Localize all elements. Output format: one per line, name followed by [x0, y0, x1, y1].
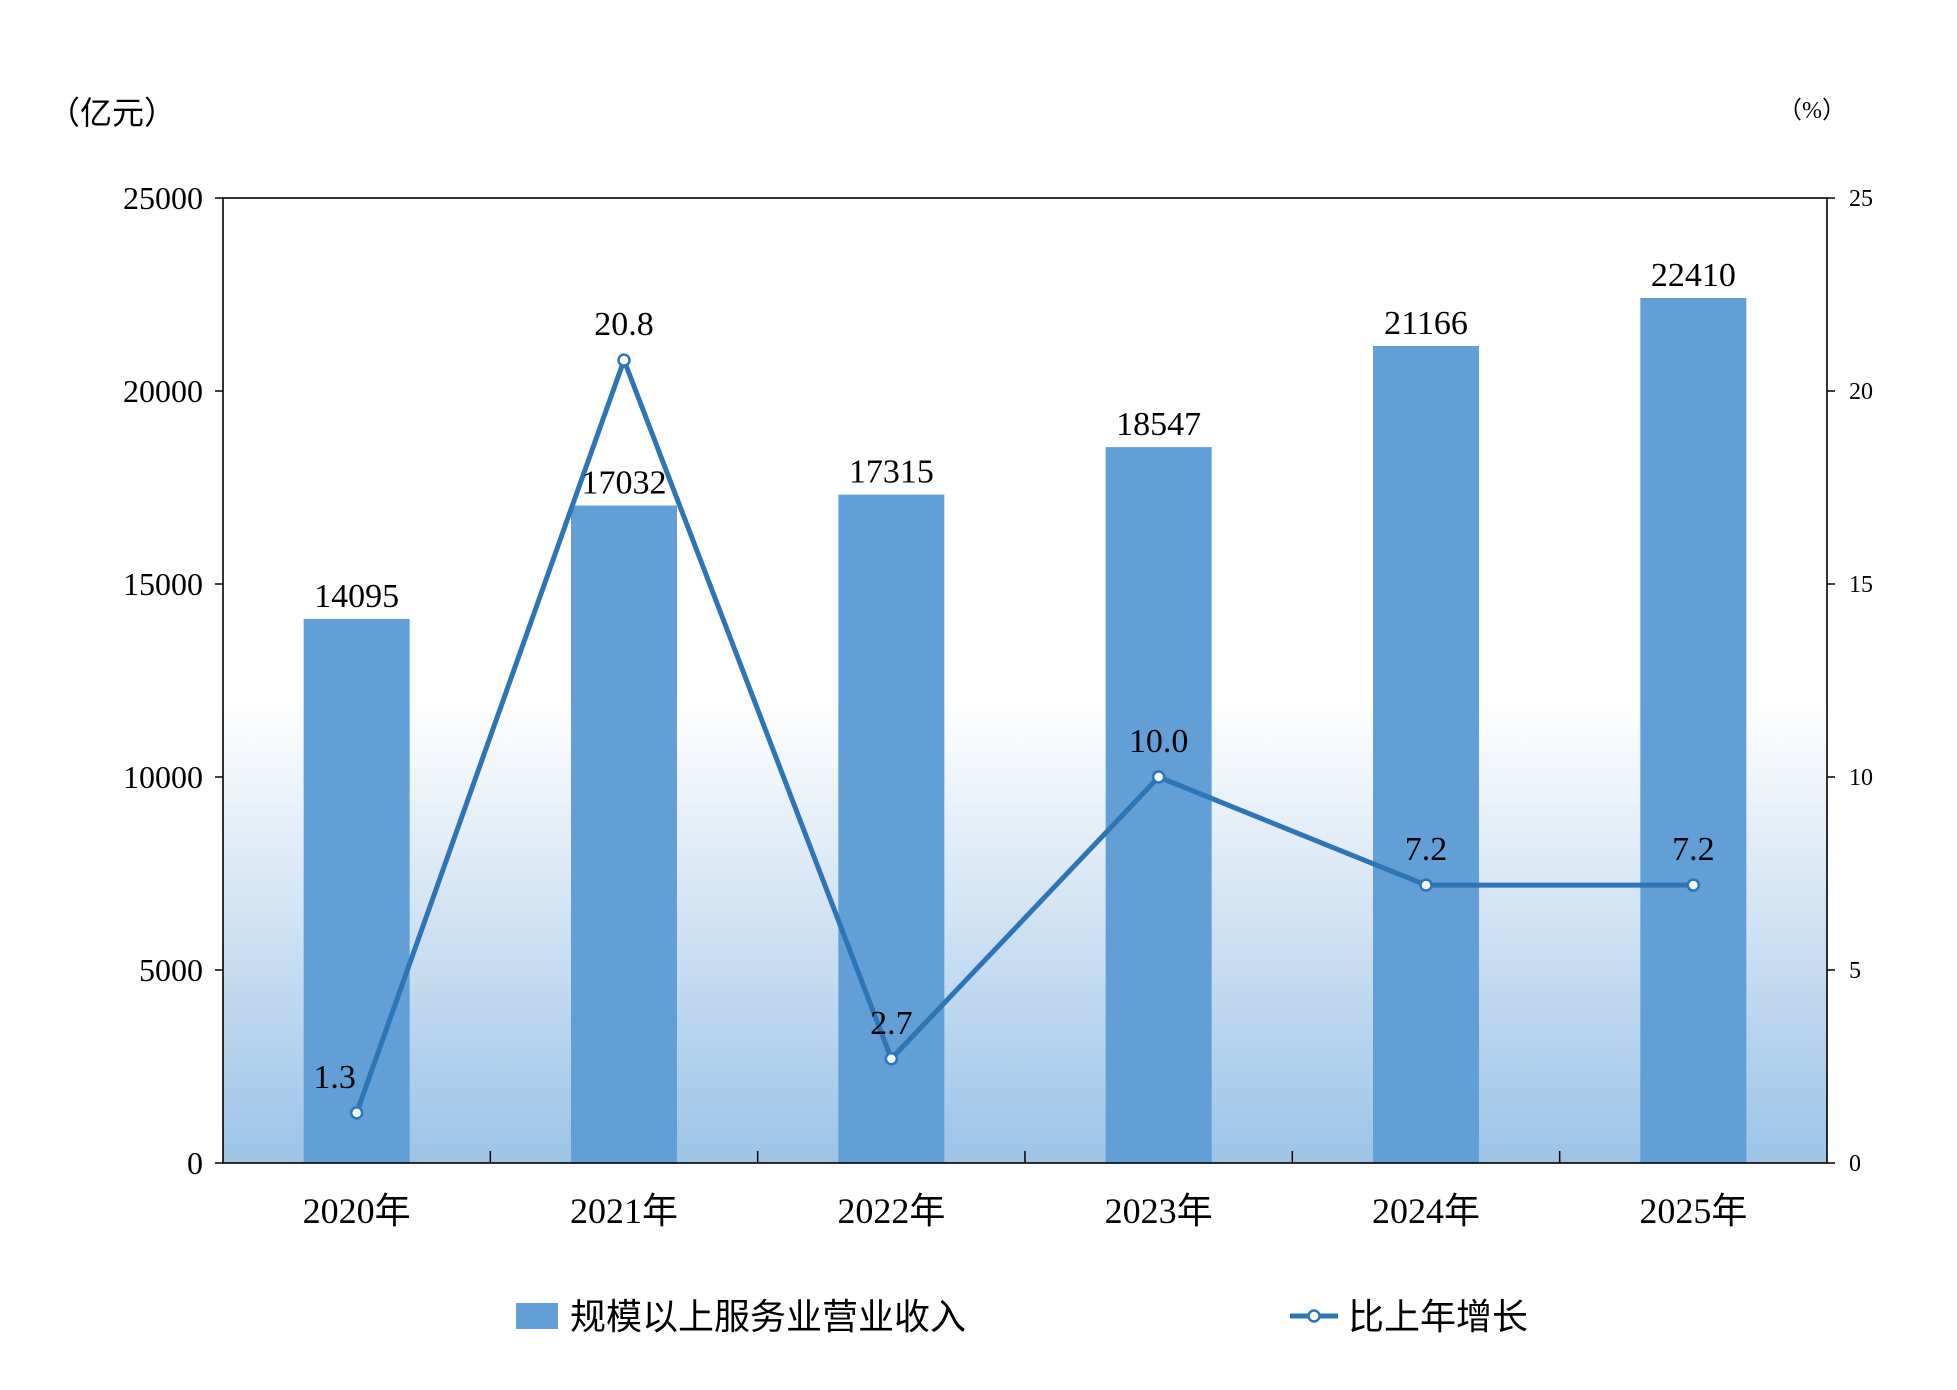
left-axis-unit: （亿元）	[48, 95, 176, 131]
right-tick-label: 10	[1849, 765, 1873, 791]
legend-bar-label: 规模以上服务业营业收入	[570, 1297, 966, 1338]
line-value-label: 7.2	[1405, 831, 1448, 868]
bar-2024年	[1373, 345, 1479, 1163]
legend: 规模以上服务业营业收入 比上年增长	[516, 1297, 1528, 1338]
category-label: 2021年	[570, 1191, 678, 1231]
right-tick-label: 15	[1849, 572, 1873, 598]
bar-2020年	[303, 618, 410, 1163]
line-point-2023年	[1151, 770, 1166, 784]
category-label: 2024年	[1372, 1191, 1480, 1231]
right-axis-unit: （%）	[1778, 98, 1846, 124]
bar-2023年	[1105, 447, 1212, 1163]
category-label: 2022年	[837, 1191, 945, 1231]
data-labels-layer: 14095 17032 17315 18547 21166 22410 1.3 20.8 2.7…	[313, 257, 1735, 1096]
legend-line-label: 比上年增长	[1348, 1297, 1528, 1338]
legend-bar-swatch	[516, 1303, 558, 1329]
bar-value-label: 21166	[1384, 305, 1468, 342]
category-label: 2023年	[1105, 1191, 1213, 1231]
right-tick-label: 25	[1849, 186, 1873, 212]
left-tick-label: 25000	[123, 180, 203, 216]
right-tick-label: 20	[1849, 379, 1873, 405]
bar-value-label: 14095	[314, 578, 399, 615]
axes-layer: 0 5000 10000 15000 20000 25000 0 5 10 15 20 25 2020年…	[123, 180, 1873, 1231]
line-value-label: 10.0	[1129, 723, 1189, 760]
bar-value-label: 17032	[582, 465, 667, 502]
category-label: 2025年	[1639, 1191, 1747, 1231]
left-tick-label: 15000	[123, 566, 203, 602]
bar-value-label: 17315	[849, 454, 934, 491]
bars-layer	[303, 297, 1747, 1163]
line-value-label: 2.7	[870, 1005, 913, 1042]
line-point-2022年	[884, 1052, 899, 1066]
line-layer	[349, 352, 1701, 1120]
right-tick-label: 5	[1849, 958, 1861, 984]
left-tick-label: 20000	[123, 373, 203, 409]
category-label: 2020年	[303, 1191, 411, 1231]
left-tick-label: 0	[187, 1145, 203, 1181]
bar-2025年	[1640, 297, 1747, 1163]
bar-value-label: 22410	[1651, 257, 1736, 294]
right-tick-label: 0	[1849, 1151, 1861, 1177]
bar-value-label: 18547	[1116, 406, 1201, 443]
bar-2022年	[838, 494, 945, 1163]
line-value-label: 20.8	[594, 306, 654, 343]
line-point-2021年	[617, 353, 631, 367]
left-tick-label: 10000	[123, 759, 203, 795]
line-point-2025年	[1686, 878, 1701, 892]
bar-2021年	[571, 505, 677, 1163]
line-point-2020年	[349, 1106, 364, 1120]
plot-background	[223, 198, 1827, 1163]
growth-line	[354, 352, 1694, 1114]
line-value-label: 1.3	[313, 1059, 356, 1096]
line-point-2024年	[1419, 878, 1433, 892]
line-value-label: 7.2	[1672, 831, 1715, 868]
left-tick-label: 5000	[139, 952, 203, 988]
legend-line-marker	[1307, 1309, 1321, 1323]
